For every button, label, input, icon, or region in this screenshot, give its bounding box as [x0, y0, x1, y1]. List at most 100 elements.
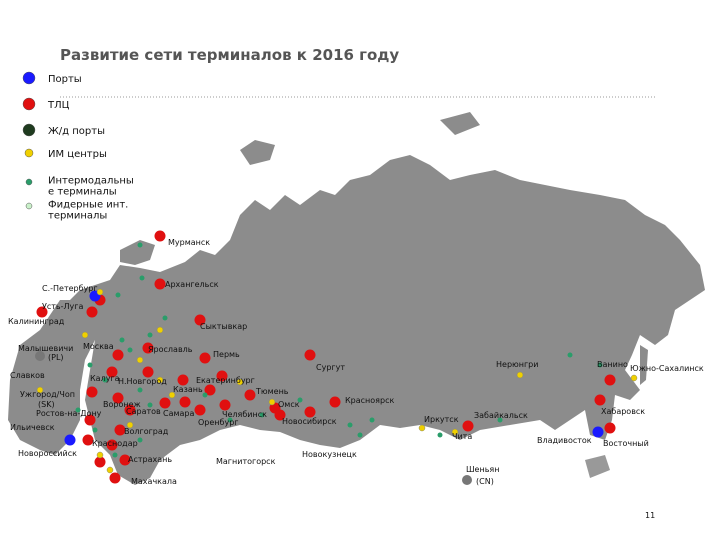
terminal-dot — [159, 397, 171, 409]
foreign-terminal-dot — [462, 475, 472, 485]
intermodal-dot — [75, 407, 81, 413]
port-dot — [592, 426, 604, 438]
terminal-dot — [329, 396, 341, 408]
intermodal-dot — [497, 417, 503, 423]
city-label: Забайкальск — [474, 411, 528, 420]
intermodal-dot — [92, 427, 98, 433]
foreign-terminal-dot — [35, 351, 45, 361]
im-center-dot — [516, 371, 524, 379]
im-center-dot — [451, 428, 459, 436]
im-center-dot — [81, 331, 89, 339]
terminal-dot — [604, 374, 616, 386]
terminal-dot — [142, 366, 154, 378]
terminal-dot — [109, 472, 121, 484]
intermodal-dot — [347, 422, 353, 428]
port-dot — [64, 434, 76, 446]
city-label: Нерюнгри — [496, 360, 538, 369]
terminal-dot — [177, 374, 189, 386]
city-label: Волгоград — [124, 427, 169, 436]
slide-title: Развитие сети терминалов к 2016 году — [60, 46, 399, 64]
city-label: С.-Петербург — [42, 284, 98, 293]
intermodal-dot — [87, 362, 93, 368]
city-label: Иркутск — [424, 415, 459, 424]
city-label: Ванино — [597, 360, 628, 369]
im-center-dot — [36, 386, 44, 394]
intermodal-dot — [567, 352, 573, 358]
severnaya-zemlya-shape — [440, 112, 480, 135]
city-label: Славков — [10, 371, 45, 380]
im-center-dot — [106, 466, 114, 474]
terminal-dot — [82, 434, 94, 446]
sakhalin-shape — [640, 345, 648, 385]
intermodal-dot — [162, 315, 168, 321]
city-label: Н.Новгород — [118, 377, 167, 386]
im-center-dot — [136, 356, 144, 364]
legend-marker — [25, 202, 33, 210]
city-label: Красноярск — [345, 396, 394, 405]
intermodal-dot — [127, 347, 133, 353]
china-piece — [585, 455, 610, 478]
city-label: Малышевичи — [18, 344, 73, 353]
legend-label: Интермодальны — [48, 176, 134, 187]
terminal-dot — [604, 422, 616, 434]
city-label: Самара — [163, 409, 195, 418]
intermodal-dot — [227, 417, 233, 423]
intermodal-dot — [357, 432, 363, 438]
legend-label: терминалы — [48, 211, 107, 222]
intermodal-dot — [259, 412, 265, 418]
terminal-dot — [112, 392, 124, 404]
intermodal-dot — [597, 362, 603, 368]
city-label: Новокузнецк — [302, 450, 357, 459]
intermodal-dot — [202, 392, 208, 398]
terminal-dot — [304, 349, 316, 361]
intermodal-dot — [137, 437, 143, 443]
city-label: Ростов-на-Дону — [36, 409, 102, 418]
city-label: Астрахань — [128, 455, 172, 464]
terminal-dot — [86, 386, 98, 398]
legend-label: ТЛЦ — [47, 100, 70, 111]
terminal-dot — [462, 420, 474, 432]
city-label: Чита — [452, 432, 472, 441]
terminal-dot — [124, 404, 136, 416]
im-center-dot — [96, 288, 104, 296]
terminal-dot — [154, 230, 166, 242]
city-label: Екатеринбург — [196, 376, 255, 385]
terminal-dot — [304, 406, 316, 418]
city-label: (PL) — [48, 353, 64, 362]
city-label: Сыктывкар — [200, 322, 247, 331]
terminal-dot — [154, 278, 166, 290]
terminal-dot — [36, 306, 48, 318]
city-label: Казань — [173, 385, 203, 394]
terminal-dot — [204, 384, 216, 396]
im-center-dot — [126, 421, 134, 429]
terminal-dot — [112, 349, 124, 361]
city-label: Оренбург — [198, 418, 238, 427]
im-center-dot — [156, 326, 164, 334]
terminal-dot — [114, 424, 126, 436]
city-labels: Мурманск Архангельск С.-Петербург Усть-Луга… — [8, 238, 704, 486]
terminal-dot — [94, 456, 106, 468]
im-center-dot — [236, 378, 244, 386]
intermodal-dot — [137, 387, 143, 393]
terminal-dot — [199, 352, 211, 364]
legend-label: ИМ центры — [48, 149, 107, 160]
terminal-dot — [216, 370, 228, 382]
city-label: Новороссийск — [18, 449, 77, 458]
im-center-dot — [268, 398, 276, 406]
im-center-dot — [630, 374, 638, 382]
terminal-dot — [244, 389, 256, 401]
legend-label: е терминалы — [48, 187, 117, 198]
intermodal-dot — [369, 417, 375, 423]
city-label: Саратов — [126, 407, 161, 416]
legend-label: Фидерные инт. — [48, 200, 128, 211]
terminal-dot — [194, 314, 206, 326]
city-label: Воронеж — [103, 400, 141, 409]
terminal-dot — [142, 342, 154, 354]
intermodal-dot — [147, 402, 153, 408]
intermodal-dot — [137, 242, 143, 248]
terminal-dot — [119, 454, 131, 466]
city-label: Усть-Луга — [42, 302, 83, 311]
city-label: Ужгород/Чоп — [20, 390, 75, 399]
city-label: Москва — [83, 342, 114, 351]
